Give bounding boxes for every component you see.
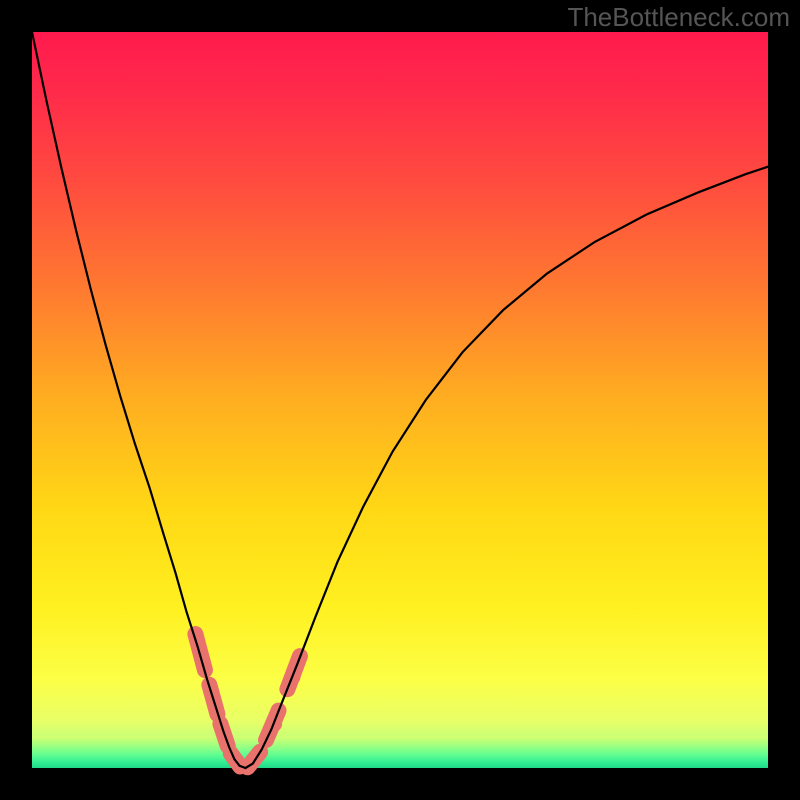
bottleneck-curve	[32, 32, 768, 768]
chart-frame: TheBottleneck.com	[0, 0, 800, 800]
watermark-text: TheBottleneck.com	[567, 2, 790, 33]
highlight-markers	[195, 634, 300, 767]
curve-left-branch	[32, 32, 245, 768]
plot-area	[32, 32, 768, 768]
curve-right-branch	[245, 167, 768, 768]
